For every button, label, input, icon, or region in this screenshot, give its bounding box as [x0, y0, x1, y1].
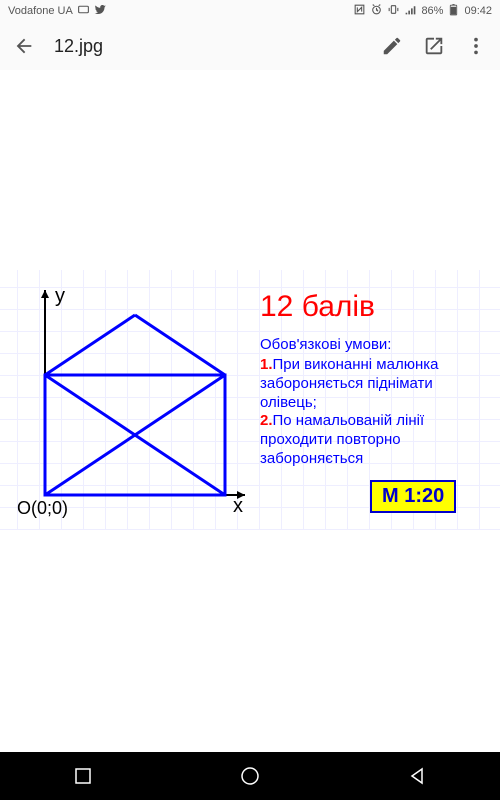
status-right: 86% 09:42 [353, 3, 492, 19]
image-content: y x O(0;0) 12 балів Обов'язкові умови: 1… [0, 270, 500, 530]
text-block: 12 балів Обов'язкові умови: 1.При викона… [260, 290, 490, 469]
battery-icon [447, 3, 460, 19]
triangle-back-icon [407, 766, 427, 786]
circle-icon [239, 765, 261, 787]
envelope-diagram: y x O(0;0) [15, 280, 255, 520]
y-axis-label: y [55, 285, 65, 307]
points-title: 12 балів [260, 290, 490, 324]
more-vert-icon [465, 35, 487, 57]
pencil-icon [381, 35, 403, 57]
signal-icon [404, 3, 417, 19]
condition-1: 1.При виконанні малюнка забороняється пі… [260, 356, 490, 412]
app-bar: 12.jpg [0, 22, 500, 70]
navigation-bar [0, 752, 500, 800]
origin-label: O(0;0) [17, 498, 68, 518]
battery-label: 86% [421, 5, 443, 17]
open-external-button[interactable] [422, 34, 446, 58]
arrow-left-icon [13, 35, 35, 57]
time-label: 09:42 [464, 5, 492, 17]
carrier-label: Vodafone UA [8, 5, 73, 17]
condition-2: 2.По намальованій лінії проходити повтор… [260, 412, 490, 468]
conditions-heading: Обов'язкові умови: [260, 336, 490, 353]
nfc-icon [353, 3, 366, 19]
square-icon [73, 766, 93, 786]
back-nav-button[interactable] [397, 756, 437, 796]
back-button[interactable] [12, 34, 36, 58]
vibrate-icon [387, 3, 400, 19]
volte-icon [77, 3, 90, 19]
alarm-icon [370, 3, 383, 19]
file-title: 12.jpg [54, 36, 362, 57]
more-button[interactable] [464, 34, 488, 58]
recent-apps-button[interactable] [63, 756, 103, 796]
scale-box: M 1:20 [370, 480, 456, 513]
x-axis-label: x [233, 495, 243, 517]
home-button[interactable] [230, 756, 270, 796]
edit-button[interactable] [380, 34, 404, 58]
open-in-new-icon [423, 35, 445, 57]
twitter-icon [94, 3, 107, 19]
status-left: Vodafone UA [8, 3, 107, 19]
image-viewer[interactable]: y x O(0;0) 12 балів Обов'язкові умови: 1… [0, 70, 500, 752]
status-bar: Vodafone UA 86% 09:42 [0, 0, 500, 22]
